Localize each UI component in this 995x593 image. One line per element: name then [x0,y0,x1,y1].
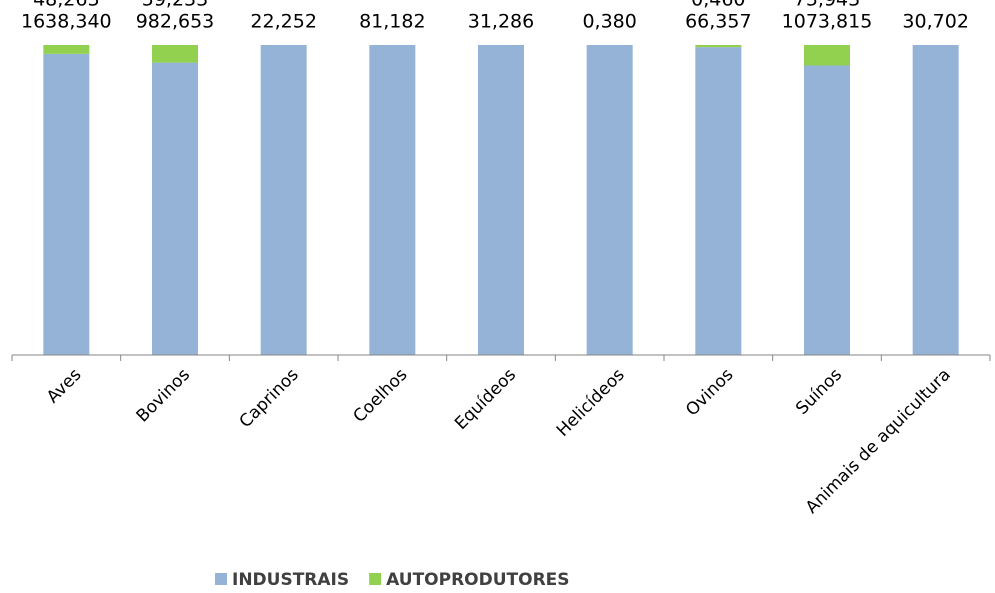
bar-segment [804,45,850,66]
data-label: 1638,340 [21,11,112,33]
x-tick-label: Coelhos [350,365,412,427]
data-label: 66,357 [685,11,751,33]
bar-segment [369,45,416,355]
bar-segment [478,45,524,355]
x-tick-label: Ovinos [682,365,737,420]
x-tick-label: Equídeos [451,365,520,434]
data-label: 48,263 [33,0,99,11]
x-tick-label: Bovinos [133,365,195,427]
bar-segment [586,45,633,355]
x-tick-label: Helicídeos [553,365,629,441]
x-tick-label: Caprinos [236,365,303,432]
data-label: 30,702 [902,11,968,33]
bar-segment [43,45,90,54]
legend-label: AUTOPRODUTORES [386,570,569,590]
data-label: 982,653 [136,11,215,33]
bar-segment [912,45,959,355]
data-label: 59,233 [142,0,208,11]
x-tick-label: Suínos [792,365,846,419]
legend-swatch [215,573,227,585]
bar-segment [804,65,850,356]
x-tick-label: Aves [43,365,86,408]
bar-segment [695,45,742,48]
data-label: 0,460 [691,0,745,11]
bar-segment [152,62,198,356]
bar-segment [152,45,198,63]
bar-segment [695,47,742,355]
data-label: 75,943 [794,0,860,11]
data-label: 31,286 [468,11,534,33]
data-label: 22,252 [250,11,316,33]
bar-segment [43,53,90,355]
legend-swatch [369,573,382,585]
data-label: 81,182 [359,11,425,33]
data-label: 1073,815 [782,11,873,33]
data-label: 0,380 [582,11,636,33]
bar-segment [260,45,307,355]
legend-label: INDUSTRAIS [232,570,349,590]
